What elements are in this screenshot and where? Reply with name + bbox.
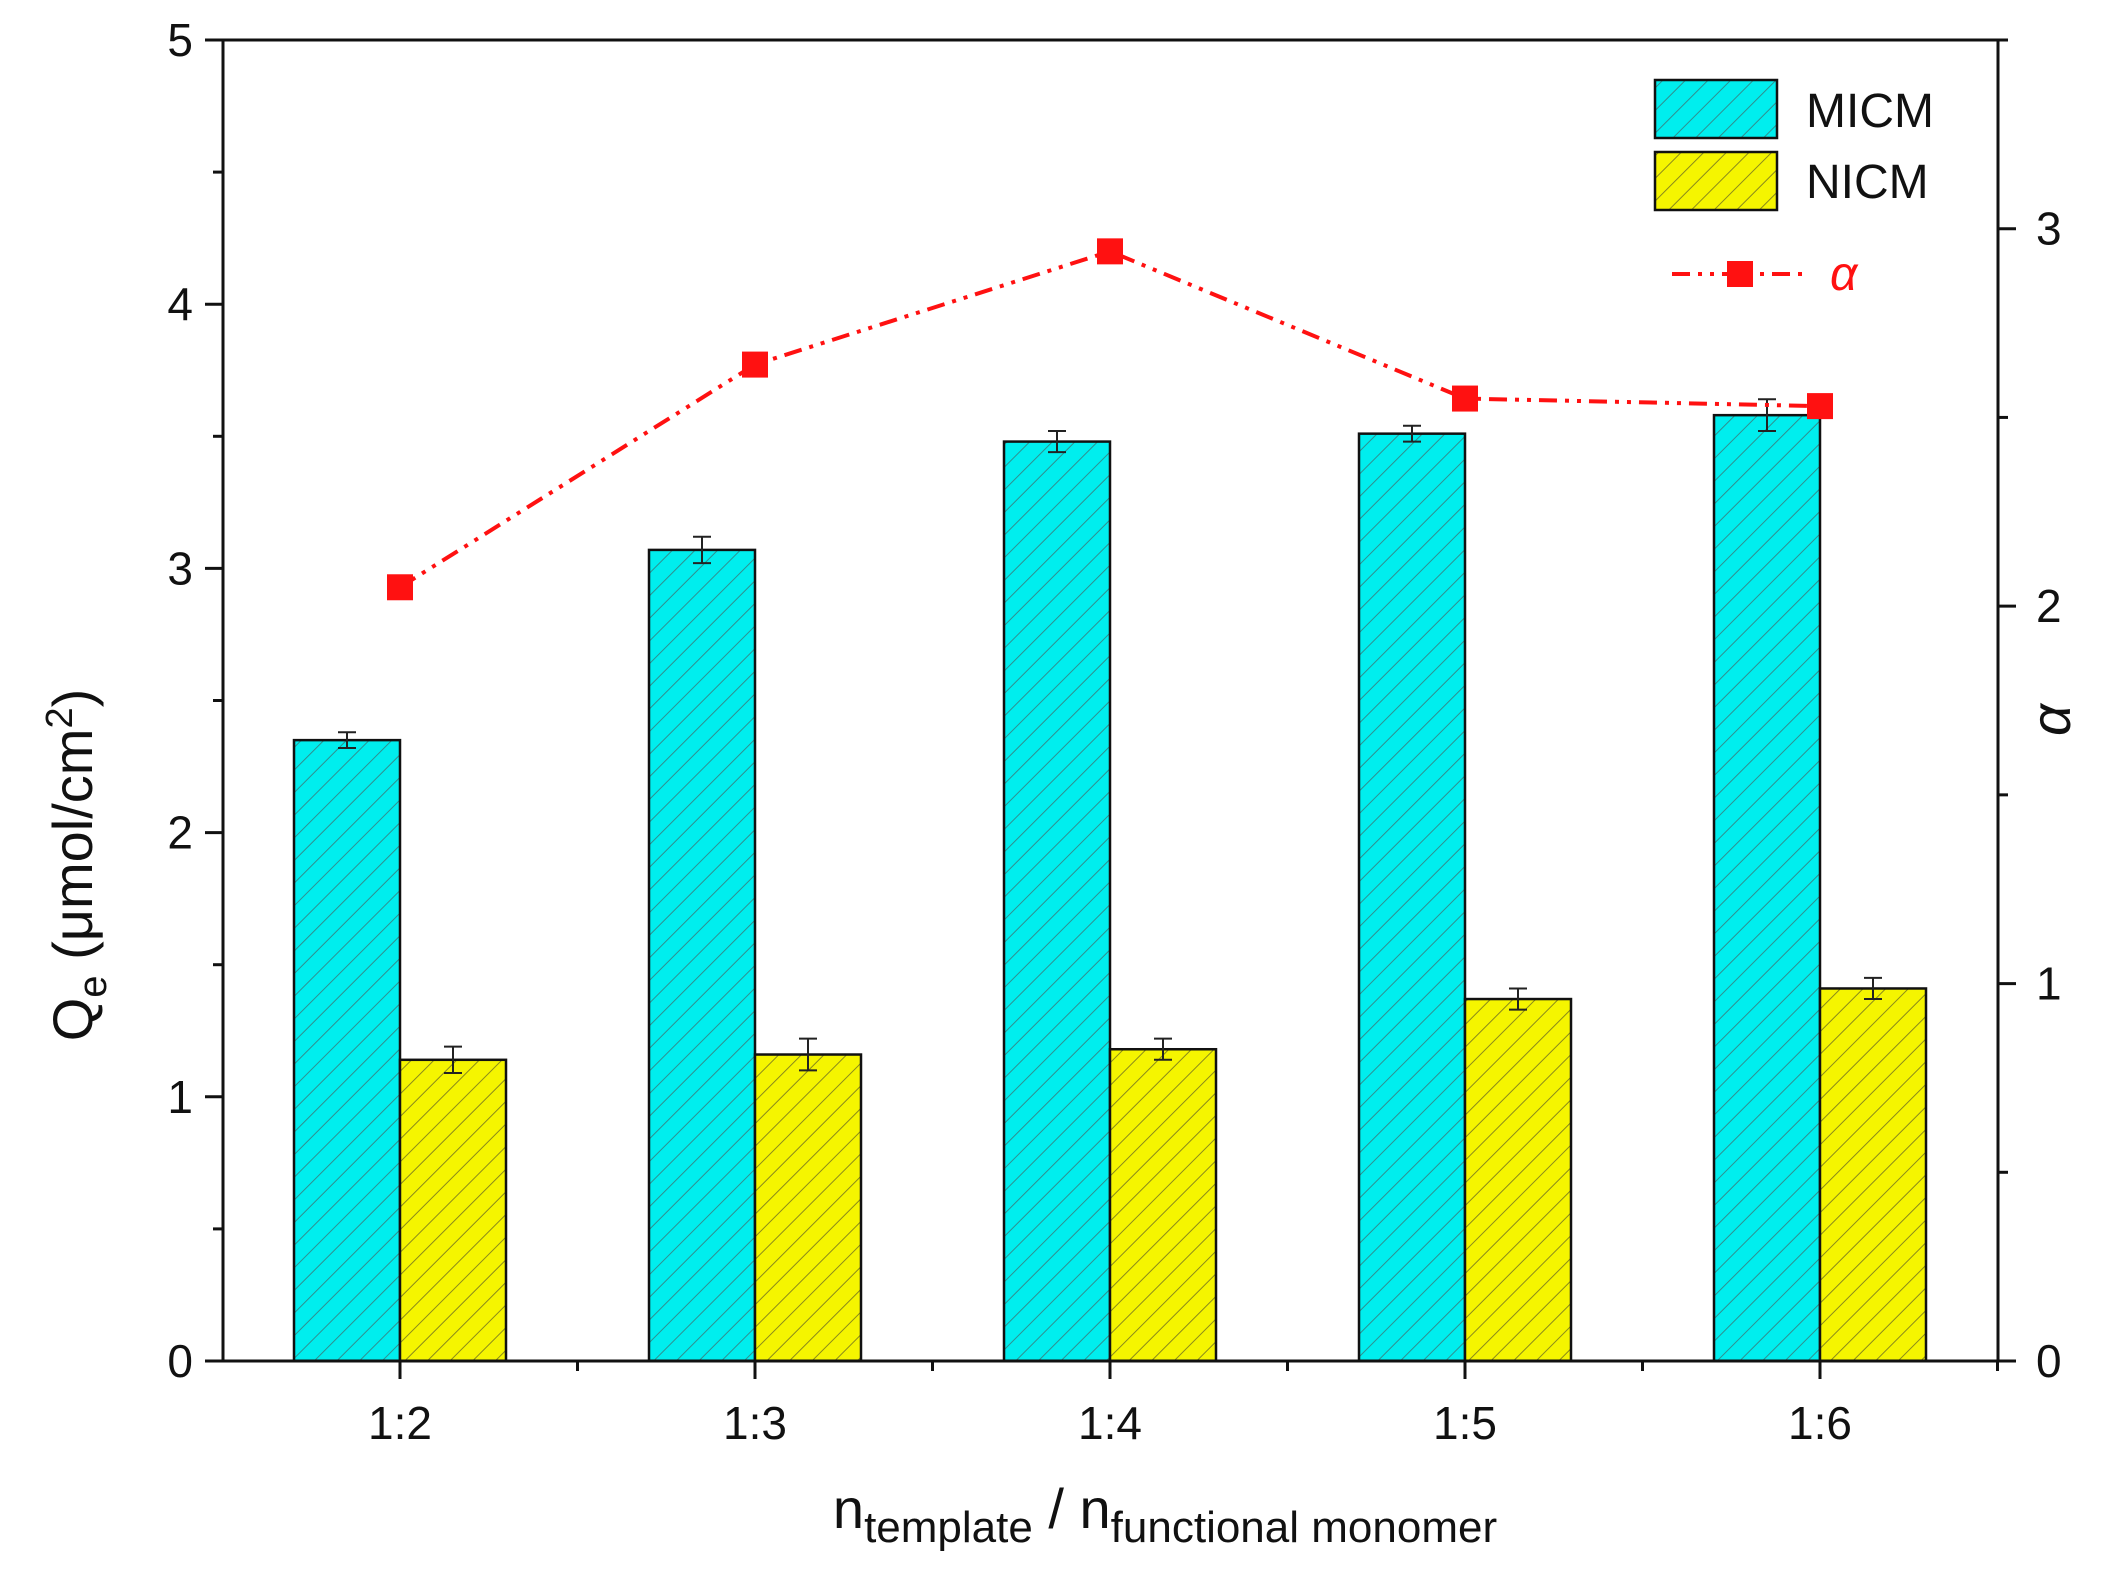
ticks-layer: 0 1 2 3 4 5 0 1 2 3 1:2 1:3 1:4 1:5 1:6 <box>167 14 2061 1449</box>
legend-label-nicm: NICM <box>1806 156 1929 209</box>
legend-marker-alpha <box>1727 261 1753 287</box>
bar-nicm-1 <box>753 1053 863 1363</box>
x-tick-label: 1:4 <box>1078 1397 1142 1449</box>
bar-nicm-3 <box>1463 997 1573 1363</box>
y-tick-label: 0 <box>167 1335 193 1387</box>
y2-tick-label: 2 <box>2036 580 2062 632</box>
legend-swatch-nicm <box>1653 150 1779 212</box>
alpha-line-layer <box>387 238 1833 601</box>
y-tick-label: 4 <box>167 278 193 330</box>
x-tick-label: 1:6 <box>1788 1397 1852 1449</box>
y2-tick-label: 3 <box>2036 203 2062 255</box>
y-tick-label: 1 <box>167 1071 193 1123</box>
error-bars-layer <box>338 398 1882 1075</box>
y2-axis-title: α <box>2019 702 2082 736</box>
x-tick-label: 1:5 <box>1433 1397 1497 1449</box>
bar-nicm-4 <box>1818 987 1928 1363</box>
legend-label-micm: MICM <box>1806 85 1934 138</box>
y-tick-label: 3 <box>167 542 193 594</box>
x-tick-label: 1:2 <box>368 1397 432 1449</box>
x-tick-label: 1:3 <box>723 1397 787 1449</box>
x-axis-title: ntemplate / nfunctional monomer <box>833 1477 1497 1552</box>
alpha-marker-1 <box>742 351 768 378</box>
legend: MICM NICM α <box>1653 78 1934 301</box>
y-axis-title: Qe (μmol/cm2) <box>39 689 115 1042</box>
bar-micm-0 <box>292 738 402 1363</box>
y-tick-label: 5 <box>167 14 193 66</box>
bars-layer <box>292 413 1928 1363</box>
bar-micm-1 <box>647 548 757 1363</box>
alpha-marker-4 <box>1807 393 1833 420</box>
legend-swatch-micm <box>1653 78 1779 140</box>
bar-micm-4 <box>1712 413 1822 1363</box>
alpha-marker-0 <box>387 574 413 601</box>
bar-micm-2 <box>1002 440 1112 1363</box>
alpha-marker-2 <box>1097 238 1123 265</box>
y2-tick-label: 1 <box>2036 958 2062 1010</box>
legend-label-alpha: α <box>1830 248 1859 301</box>
bar-nicm-2 <box>1108 1047 1218 1363</box>
alpha-marker-3 <box>1452 385 1478 412</box>
y-tick-label: 2 <box>167 807 193 859</box>
y2-tick-label: 0 <box>2036 1335 2062 1387</box>
bar-nicm-0 <box>398 1058 508 1363</box>
bar-micm-3 <box>1357 432 1467 1363</box>
